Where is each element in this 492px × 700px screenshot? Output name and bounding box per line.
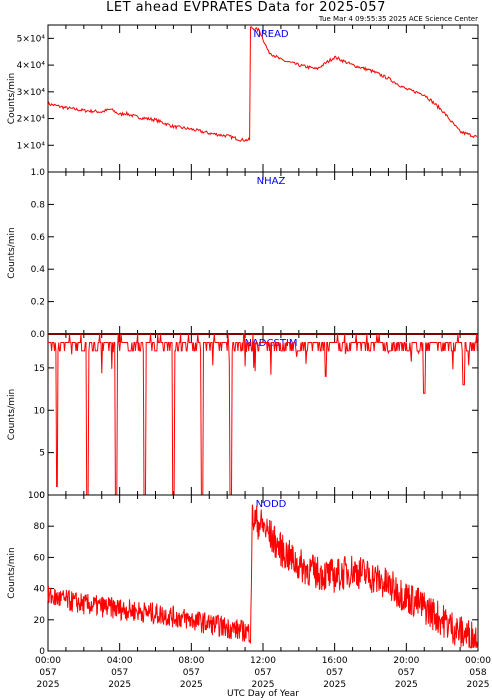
nadcstim-trace xyxy=(48,333,479,496)
nhaz-ytick-label: 0.6 xyxy=(31,233,46,243)
nhaz-frame xyxy=(47,171,479,335)
nodd-frame xyxy=(47,494,479,652)
nodd-ytick-label: 80 xyxy=(34,522,46,532)
x-tick-time: 08:00 xyxy=(178,656,204,666)
x-tick-year: 2025 xyxy=(252,680,275,690)
nadcstim-ytick-label: 5 xyxy=(39,449,45,459)
nhaz-ytick-label: 0.8 xyxy=(31,200,46,210)
x-tick-year: 2025 xyxy=(37,680,60,690)
x-tick-time: 12:00 xyxy=(250,656,276,666)
nadcstim-ytick-label: 0 xyxy=(39,491,45,501)
nhaz-ytick-label: 1.0 xyxy=(31,168,46,178)
page-title: LET ahead EVPRATES Data for 2025-057 xyxy=(106,0,386,15)
nodd-ytick-label: 100 xyxy=(28,491,45,501)
nodd-ytick-label: 60 xyxy=(34,553,46,563)
nread-ytick-label: 4×10⁴ xyxy=(17,61,46,71)
nhaz-ytick-label: 0.4 xyxy=(31,265,46,275)
x-tick-time: 16:00 xyxy=(322,656,348,666)
x-tick-doy: 057 xyxy=(398,668,415,678)
x-tick-doy: 057 xyxy=(39,668,56,678)
x-tick-doy: 057 xyxy=(326,668,343,678)
nadcstim-panel-label: NADCSTIM xyxy=(244,338,297,349)
x-tick-time: 00:00 xyxy=(465,656,491,666)
x-tick-year: 2025 xyxy=(467,680,490,690)
nodd-trace xyxy=(47,504,479,649)
nread-ytick-label: 3×10⁴ xyxy=(17,88,46,98)
nadcstim-ytick-label: 10 xyxy=(34,406,46,416)
x-tick-time: 00:00 xyxy=(35,656,61,666)
nhaz-ylabel: Counts/min xyxy=(7,227,17,278)
x-tick-year: 2025 xyxy=(108,680,131,690)
nodd-ytick-label: 0 xyxy=(39,647,45,657)
nodd-panel-label: NODD xyxy=(256,499,287,510)
nadcstim-ytick-label: 15 xyxy=(34,364,45,374)
nread-ylabel: Counts/min xyxy=(7,73,17,124)
x-tick-doy: 057 xyxy=(254,668,271,678)
nread-trace xyxy=(47,26,478,142)
nhaz-panel-label: NHAZ xyxy=(257,176,286,187)
nread-ytick-label: 5×10⁴ xyxy=(17,34,46,44)
nodd-ytick-label: 20 xyxy=(34,616,46,626)
nhaz-ytick-label: 0.2 xyxy=(31,298,45,308)
x-tick-time: 04:00 xyxy=(107,656,133,666)
timestamp-label: Tue Mar 4 09:55:35 2025 ACE Science Cent… xyxy=(318,15,478,23)
x-tick-doy: 058 xyxy=(469,668,486,678)
nodd-ytick-label: 40 xyxy=(34,585,46,595)
x-tick-doy: 057 xyxy=(111,668,128,678)
x-tick-time: 20:00 xyxy=(393,656,419,666)
nread-ytick-label: 2×10⁴ xyxy=(17,115,46,125)
nread-ytick-label: 1×10⁴ xyxy=(17,141,46,151)
nread-frame xyxy=(47,24,479,173)
nodd-ylabel: Counts/min xyxy=(7,547,17,598)
x-tick-doy: 057 xyxy=(183,668,200,678)
nread-panel-label: NREAD xyxy=(253,29,289,40)
x-tick-year: 2025 xyxy=(323,680,346,690)
x-tick-year: 2025 xyxy=(395,680,418,690)
x-tick-year: 2025 xyxy=(180,680,203,690)
nadcstim-ylabel: Counts/min xyxy=(7,389,17,440)
nhaz-ytick-label: 0.0 xyxy=(31,330,46,340)
x-axis-label: UTC Day of Year xyxy=(227,689,299,699)
